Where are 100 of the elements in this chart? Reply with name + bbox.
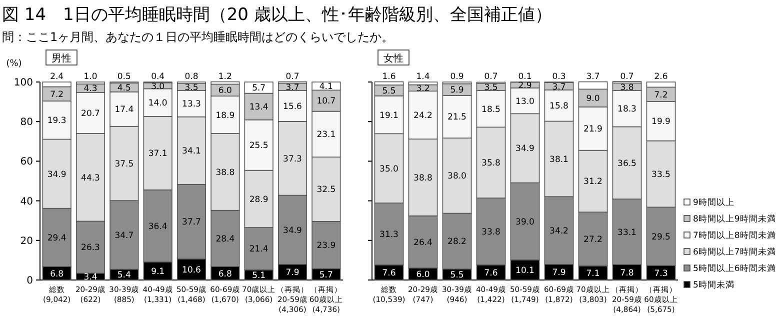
data-label: 35.8	[482, 158, 500, 169]
caption: 図 14 1日の平均睡眠時間（20 歳以上、性･年齢階級別、全国補正値）	[2, 5, 552, 25]
data-label: 38.1	[550, 154, 568, 165]
data-label: 37.1	[148, 149, 168, 160]
data-label: 1.0	[84, 72, 98, 82]
data-label: 36.4	[148, 222, 168, 232]
data-label: 3.5	[184, 83, 198, 94]
data-label: 26.4	[414, 238, 432, 248]
data-label: 29.5	[652, 232, 670, 242]
data-label: 6.0	[416, 270, 430, 280]
data-label: 6.8	[218, 269, 232, 280]
text: 6時間以上7時間未満	[693, 248, 776, 258]
data-label: 13.3	[182, 100, 201, 110]
data-label: 20.7	[81, 108, 100, 119]
data-label: 27.2	[584, 235, 602, 246]
data-label: 7.1	[586, 268, 600, 279]
data-label: 7.9	[286, 268, 300, 278]
data-label: 19.1	[380, 110, 398, 121]
data-label: 38.0	[448, 172, 466, 182]
data-label: 19.3	[47, 116, 66, 126]
data-label: 0.1	[518, 72, 532, 82]
data-label: 28.9	[249, 194, 268, 205]
data-label: 18.9	[216, 110, 235, 121]
data-label: 0.7	[620, 72, 634, 82]
data-label: 1.6	[382, 72, 396, 82]
data-label: 0.9	[450, 72, 464, 82]
data-label: 26.3	[81, 243, 100, 254]
data-label: 10.7	[316, 96, 336, 107]
data-label: 31.2	[584, 177, 602, 188]
data-label: 21.5	[448, 112, 466, 123]
data-label: 10.1	[516, 266, 534, 276]
data-label: 6.0	[218, 86, 232, 96]
data-label: 7.8	[620, 268, 634, 278]
text: 問：ここ1ヶ月間、あなたの１日の平均睡眠時間はどのくらいでしたか。	[2, 30, 394, 44]
data-label: 36.5	[618, 158, 636, 169]
data-label: 15.8	[550, 102, 568, 112]
y-tick-label: 20	[20, 236, 33, 247]
data-label: 18.3	[618, 104, 636, 115]
data-label: 4.3	[84, 84, 98, 94]
data-label: 4.1	[319, 82, 333, 92]
legend-label: 5時間未満	[693, 280, 734, 290]
y-axis-title: (%)	[6, 59, 22, 69]
data-label: 7.2	[654, 90, 668, 100]
data-label: 17.4	[114, 105, 134, 116]
data-label: 2.6	[654, 72, 668, 82]
data-label: 29.4	[47, 233, 66, 244]
data-label: 28.2	[448, 237, 466, 248]
data-label: 7.6	[382, 268, 396, 278]
data-label: 19.9	[652, 117, 670, 128]
data-label: 38.8	[414, 173, 432, 184]
data-label: 2.9	[518, 81, 532, 92]
data-label: 7.3	[654, 268, 668, 279]
data-label: 7.6	[484, 268, 498, 278]
data-label: 21.9	[584, 124, 602, 135]
data-label: 21.4	[249, 244, 268, 255]
legend-label: 8時間以上9時間未満	[693, 214, 776, 224]
data-label: 3.7	[586, 72, 600, 82]
data-label: 0.8	[184, 72, 198, 82]
data-label: 31.3	[380, 230, 398, 240]
legend-label: 9時間以上	[693, 197, 734, 208]
data-label: 5.1	[252, 270, 266, 281]
y-tick-label: 100	[14, 78, 33, 88]
data-label: 9.0	[586, 94, 600, 104]
data-label: 35.0	[380, 164, 398, 174]
data-label: 25.5	[249, 141, 268, 152]
data-label: 2.4	[50, 72, 64, 82]
data-label: 15.6	[283, 102, 302, 112]
data-label: 4.5	[117, 83, 131, 94]
data-label: 5.5	[382, 86, 396, 96]
data-label: 33.8	[482, 227, 500, 238]
data-label: 18.5	[482, 104, 500, 115]
data-label: 3.7	[286, 82, 300, 93]
data-label: 33.1	[618, 228, 636, 238]
data-label: 7.9	[552, 268, 566, 278]
data-label: 34.2	[550, 226, 568, 236]
chart-title: 女性	[384, 52, 404, 64]
data-label: 5.7	[252, 84, 266, 94]
data-label: 6.8	[50, 269, 64, 280]
y-tick-label: 0	[26, 276, 33, 286]
data-label: 14.0	[148, 98, 168, 109]
data-label: 34.9	[47, 170, 66, 180]
data-label: 13.4	[249, 102, 268, 113]
data-label: 37.3	[283, 154, 302, 164]
data-label: 7.2	[50, 90, 64, 100]
data-label: 23.1	[316, 130, 336, 140]
data-label: 3.4	[84, 272, 98, 283]
data-label: 5.5	[450, 270, 464, 281]
data-label: 1.2	[218, 72, 232, 82]
y-tick-label: 40	[20, 196, 33, 208]
y-tick-label: 80	[20, 117, 33, 128]
data-label: 44.3	[81, 173, 100, 184]
chart-title: 男性	[52, 52, 72, 64]
data-label: 3.8	[620, 82, 634, 93]
data-label: 32.5	[316, 185, 336, 196]
legend-label: 7時間以上8時間未満	[693, 230, 776, 241]
data-label: 5.9	[450, 86, 464, 96]
data-label: 1.4	[416, 72, 430, 82]
data-label: 34.7	[114, 230, 134, 241]
data-label: 0.7	[286, 72, 300, 82]
data-label: 39.0	[516, 217, 534, 228]
